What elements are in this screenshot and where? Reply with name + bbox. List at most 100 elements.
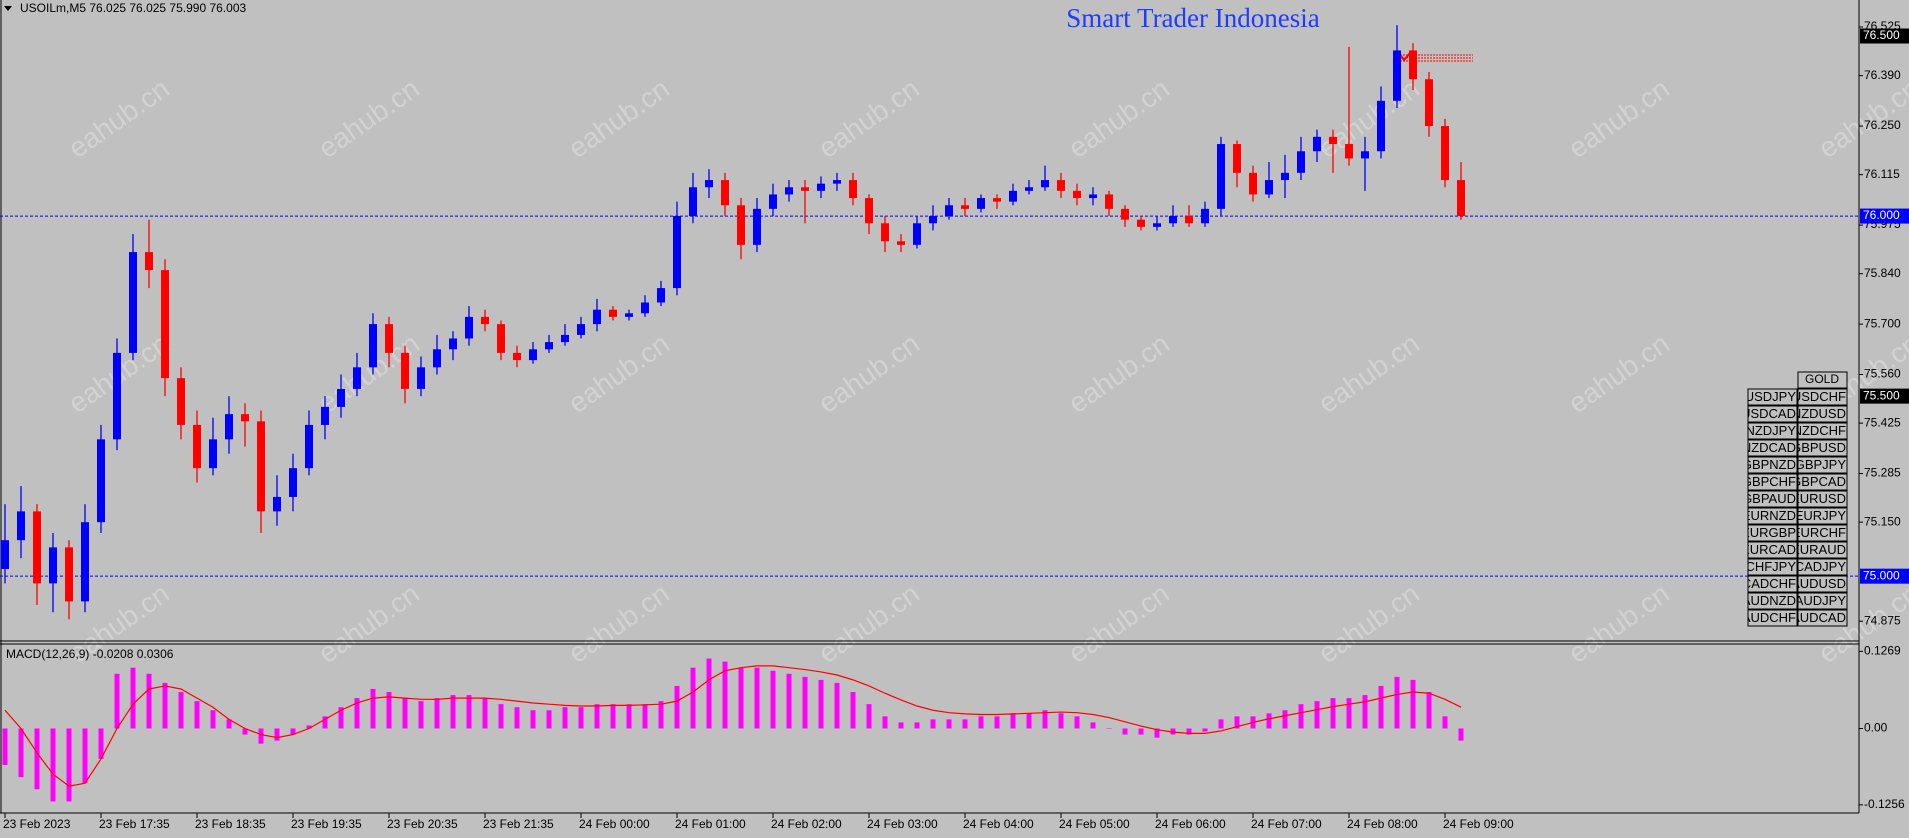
y-tick-label: 75.150 (1864, 514, 1901, 528)
symbol-button-label[interactable]: CHFJPY (1745, 559, 1796, 574)
symbol-button[interactable] (1747, 609, 1798, 627)
macd-bar (1298, 704, 1304, 729)
y-tick-label: 75.840 (1864, 266, 1901, 280)
symbol-button[interactable] (1797, 456, 1848, 474)
symbol-button[interactable] (1747, 558, 1798, 576)
symbol-button-label[interactable]: CADJPY (1795, 559, 1847, 574)
x-tick-label: 23 Feb 20:35 (387, 817, 458, 831)
symbol-button-label[interactable]: EURCAD (1741, 542, 1796, 557)
symbol-button-label[interactable]: USDJPY (1745, 389, 1797, 404)
symbol-button[interactable] (1797, 388, 1848, 406)
symbol-button-label[interactable]: AUDCAD (1791, 610, 1846, 625)
symbol-button[interactable] (1747, 405, 1798, 423)
symbol-button[interactable] (1747, 422, 1798, 440)
symbol-button[interactable] (1747, 490, 1798, 508)
symbol-button[interactable] (1797, 609, 1848, 627)
y-tick-label: 76.390 (1864, 68, 1901, 82)
symbol-button-label[interactable]: USDCHF (1792, 389, 1846, 404)
symbol-button-label[interactable]: EURAUD (1791, 542, 1846, 557)
symbol-button[interactable] (1797, 524, 1848, 542)
symbol-button-label[interactable]: AUDCHF (1742, 610, 1796, 625)
price-tag-label: 76.500 (1863, 28, 1900, 42)
candle-body (865, 198, 873, 224)
macd-bar (658, 701, 664, 729)
macd-bar (1074, 716, 1080, 729)
symbol-button[interactable] (1797, 490, 1848, 508)
macd-bar (1186, 728, 1192, 735)
symbol-button[interactable] (1747, 524, 1798, 542)
symbol-button[interactable] (1747, 473, 1798, 491)
symbol-button[interactable] (1797, 575, 1848, 593)
candle-body (1441, 126, 1449, 181)
symbol-button[interactable] (1747, 592, 1798, 610)
symbol-button-label[interactable]: USDCAD (1741, 406, 1796, 421)
symbol-button-label[interactable]: EURJPY (1795, 508, 1847, 523)
candle-body (529, 349, 537, 361)
symbol-button-label[interactable]: GBPAUD (1742, 491, 1796, 506)
macd-bar (258, 728, 264, 744)
candle-body (433, 349, 441, 368)
candle-body (129, 252, 137, 353)
symbol-button[interactable] (1747, 388, 1798, 406)
symbol-button-label[interactable]: AUDUSD (1791, 576, 1846, 591)
symbol-button-label[interactable]: EURNZD (1742, 508, 1796, 523)
symbol-button-label[interactable]: GBPCHF (1742, 474, 1796, 489)
symbol-button[interactable] (1797, 439, 1848, 457)
candle-body (1345, 144, 1353, 159)
price-tag-label: 76.000 (1863, 208, 1900, 222)
symbol-button[interactable] (1747, 507, 1798, 525)
symbol-button[interactable] (1797, 541, 1848, 559)
collapse-arrow[interactable] (4, 6, 12, 11)
symbol-button[interactable] (1797, 558, 1848, 576)
macd-bar (514, 707, 520, 729)
macd-bar (642, 704, 648, 729)
macd-bar (674, 685, 680, 729)
symbol-button-label[interactable]: EURCHF (1792, 525, 1846, 540)
symbol-button-label[interactable]: NZDCHF (1793, 423, 1846, 438)
symbol-button-label[interactable]: GBPUSD (1791, 440, 1846, 455)
macd-bar (274, 728, 280, 741)
symbol-button-label[interactable]: AUDJPY (1795, 593, 1847, 608)
symbol-button-label[interactable]: GBPCAD (1791, 474, 1846, 489)
macd-bar (1122, 728, 1128, 735)
candle-body (1249, 172, 1257, 195)
symbol-button[interactable] (1797, 507, 1848, 525)
macd-bar (2, 728, 8, 765)
macd-bar (578, 707, 584, 729)
symbol-button-label[interactable]: GBPJPY (1795, 457, 1847, 472)
symbol-button-label[interactable]: EURGBP (1741, 525, 1796, 540)
macd-bar (498, 704, 504, 729)
symbol-button[interactable] (1797, 371, 1848, 389)
candle-body (1009, 190, 1017, 202)
candle-body (49, 547, 57, 584)
candle-body (289, 468, 297, 497)
chart-header: USOILm,M5 76.025 76.025 75.990 76.003 (20, 1, 246, 15)
macd-bar (1362, 695, 1368, 729)
macd-bar (98, 728, 104, 759)
symbol-button[interactable] (1747, 439, 1798, 457)
candle-body (1201, 208, 1209, 224)
symbol-button-label[interactable]: CADCHF (1742, 576, 1796, 591)
symbol-button-label[interactable]: NZDUSD (1792, 406, 1846, 421)
price-tag-label: 75.500 (1863, 388, 1900, 402)
symbol-button[interactable] (1747, 541, 1798, 559)
symbol-button[interactable] (1747, 456, 1798, 474)
symbol-button[interactable] (1747, 575, 1798, 593)
x-tick-label: 24 Feb 07:00 (1251, 817, 1322, 831)
candle-body (641, 302, 649, 314)
macd-bar (178, 692, 184, 729)
symbol-button-label[interactable]: GBPNZD (1742, 457, 1796, 472)
symbol-button-label[interactable]: EURUSD (1791, 491, 1846, 506)
candle-body (1297, 151, 1305, 173)
price-tag (1860, 568, 1909, 584)
candle-body (1137, 219, 1145, 227)
symbol-button-label[interactable]: AUDNZD (1742, 593, 1796, 608)
symbol-button-label[interactable]: NZDCAD (1742, 440, 1796, 455)
symbol-button-label[interactable]: NZDJPY (1745, 423, 1796, 438)
symbol-button[interactable] (1797, 592, 1848, 610)
symbol-button[interactable] (1797, 405, 1848, 423)
macd-bar (882, 716, 888, 729)
symbol-button[interactable] (1797, 422, 1848, 440)
macd-bar (466, 695, 472, 729)
symbol-button[interactable] (1797, 473, 1848, 491)
